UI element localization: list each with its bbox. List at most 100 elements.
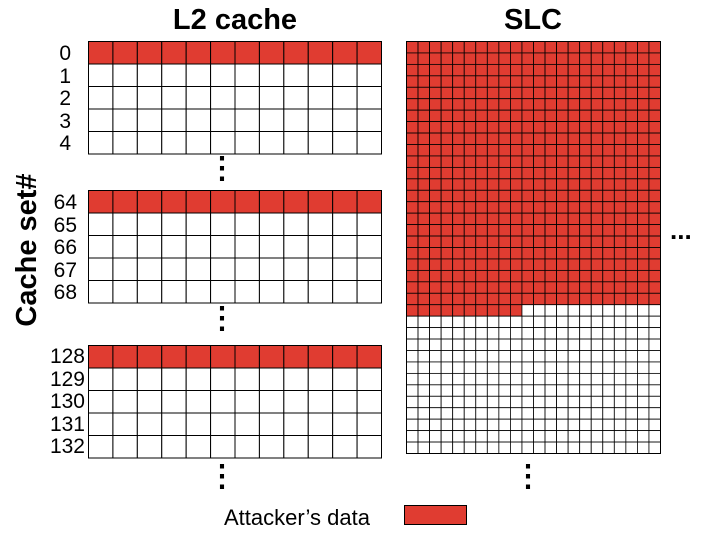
slc-cell-empty	[648, 418, 661, 432]
slc-cell-empty	[556, 304, 569, 317]
slc-cell-empty	[613, 407, 627, 420]
l2-cell-empty	[210, 280, 236, 304]
slc-cell-empty	[579, 395, 592, 409]
slc-cell-attacker	[463, 155, 477, 168]
slc-cell-attacker	[544, 189, 557, 203]
slc-cell-attacker	[648, 63, 661, 77]
l2-cell-empty	[307, 367, 334, 391]
l2-cell-empty	[88, 212, 114, 236]
slc-cell-attacker	[440, 269, 454, 283]
slc-cell-empty	[440, 418, 454, 432]
slc-cell-empty	[544, 350, 557, 363]
slc-cell-empty	[440, 407, 454, 420]
l2-cell-empty	[210, 367, 236, 391]
slc-cell-empty	[406, 372, 419, 386]
slc-cell-attacker	[637, 75, 650, 88]
slc-cell-attacker	[590, 52, 604, 65]
slc-cell-empty	[648, 361, 661, 374]
slc-cell-attacker	[625, 41, 638, 54]
slc-cell-empty	[486, 441, 500, 454]
slc-cell-empty	[567, 395, 581, 409]
slc-cell-attacker	[452, 212, 465, 226]
slc-cell-attacker	[440, 144, 454, 157]
l2-cell-attacker	[283, 190, 309, 214]
l2-cell-empty	[234, 257, 260, 281]
l2-cell-empty	[185, 108, 212, 132]
slc-cell-attacker	[486, 166, 500, 180]
slc-cell-empty	[613, 395, 627, 409]
slc-cell-attacker	[429, 269, 442, 283]
slc-cell-empty	[579, 372, 592, 386]
slc-cell-attacker	[579, 132, 592, 145]
slc-cell-attacker	[613, 189, 627, 203]
slc-cell-empty	[613, 350, 627, 363]
slc-cell-attacker	[498, 189, 511, 203]
slc-cell-attacker	[579, 178, 592, 191]
slc-cell-attacker	[556, 281, 569, 294]
slc-cell-attacker	[544, 52, 557, 65]
slc-cell-empty	[567, 304, 581, 317]
slc-cell-attacker	[475, 201, 488, 214]
slc-cell-attacker	[417, 269, 430, 283]
slc-cell-attacker	[613, 132, 627, 145]
slc-cell-empty	[463, 315, 477, 329]
slc-cell-attacker	[406, 178, 419, 191]
slc-cell-attacker	[463, 109, 477, 123]
slc-cell-attacker	[613, 98, 627, 111]
slc-cell-attacker	[417, 132, 430, 145]
slc-cell-attacker	[602, 178, 615, 191]
slc-cell-attacker	[579, 292, 592, 306]
slc-cell-attacker	[440, 189, 454, 203]
slc-cell-attacker	[475, 121, 488, 134]
l2-cell-empty	[88, 367, 114, 391]
slc-cell-empty	[579, 441, 592, 454]
slc-cell-empty	[452, 361, 465, 374]
l2-cell-empty	[161, 212, 187, 236]
slc-cell-empty	[637, 395, 650, 409]
slc-cell-attacker	[452, 281, 465, 294]
slc-cell-attacker	[544, 98, 557, 111]
slc-cell-empty	[625, 327, 638, 340]
slc-cell-empty	[613, 441, 627, 454]
l2-cell-empty	[258, 367, 285, 391]
slc-cell-attacker	[463, 144, 477, 157]
slc-cell-attacker	[406, 121, 419, 134]
slc-cell-attacker	[637, 41, 650, 54]
slc-cell-attacker	[637, 258, 650, 271]
slc-cell-attacker	[556, 178, 569, 191]
slc-cell-empty	[429, 430, 442, 443]
slc-cell-empty	[498, 384, 511, 397]
slc-cell-empty	[406, 418, 419, 432]
l2-cell-empty	[136, 390, 163, 414]
slc-cell-attacker	[544, 212, 557, 226]
l2-cell-empty	[136, 131, 163, 155]
slc-cell-attacker	[475, 155, 488, 168]
slc-cell-attacker	[521, 247, 534, 260]
slc-cell-attacker	[417, 281, 430, 294]
l2-cell-empty	[283, 63, 309, 87]
l2-cell-empty	[283, 212, 309, 236]
l2-cell-empty	[136, 412, 163, 436]
slc-cell-attacker	[625, 292, 638, 306]
l2-cache-title: L2 cache	[172, 4, 298, 36]
slc-cell-empty	[602, 361, 615, 374]
slc-cell-attacker	[406, 189, 419, 203]
slc-cell-attacker	[463, 212, 477, 226]
slc-cell-attacker	[579, 98, 592, 111]
slc-cell-attacker	[498, 247, 511, 260]
slc-cell-empty	[556, 441, 569, 454]
slc-cell-attacker	[510, 224, 523, 237]
slc-cell-attacker	[544, 269, 557, 283]
slc-cell-empty	[475, 338, 488, 351]
slc-cell-attacker	[510, 166, 523, 180]
slc-cell-empty	[533, 395, 546, 409]
l2-cell-empty	[185, 435, 212, 459]
slc-cell-attacker	[625, 155, 638, 168]
slc-cell-empty	[602, 338, 615, 351]
slc-cell-empty	[498, 372, 511, 386]
slc-cell-attacker	[556, 63, 569, 77]
slc-cell-attacker	[637, 144, 650, 157]
slc-cell-attacker	[463, 258, 477, 271]
slc-cell-empty	[429, 338, 442, 351]
slc-cell-attacker	[510, 292, 523, 306]
